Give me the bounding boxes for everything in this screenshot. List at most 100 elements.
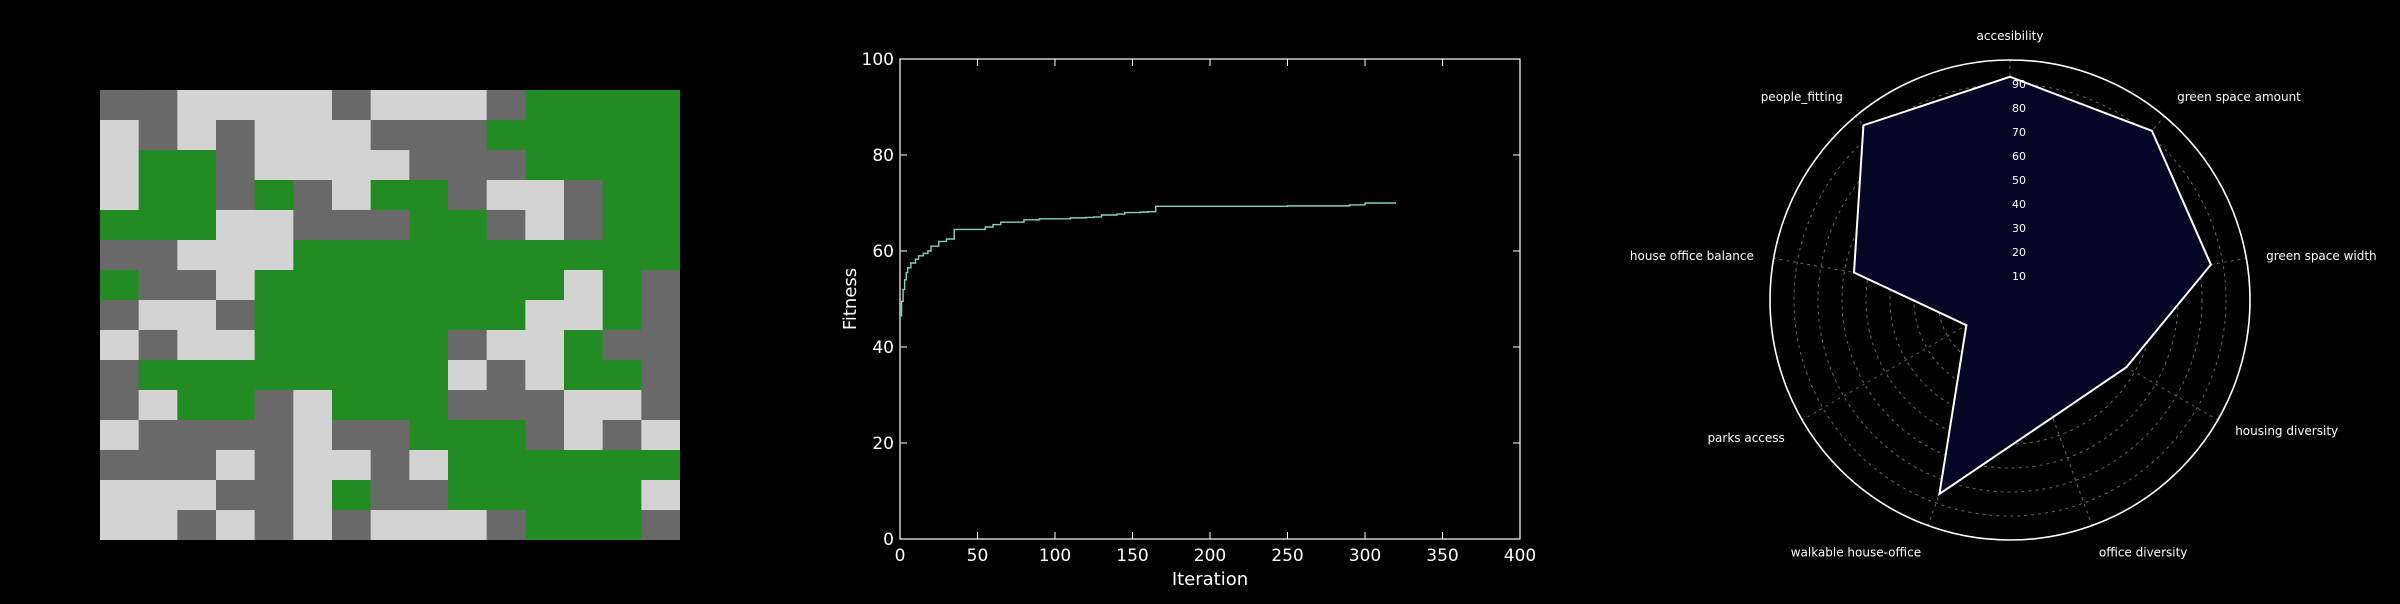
grid-cell [486, 210, 526, 241]
grid-cell [448, 240, 488, 271]
grid-cell [564, 510, 604, 541]
grid-cell [370, 330, 410, 361]
grid-cell [525, 270, 565, 301]
grid-cell [564, 390, 604, 421]
grid-cell [448, 330, 488, 361]
grid-cell [641, 90, 681, 121]
grid-cell [564, 210, 604, 241]
grid-cell [370, 510, 410, 541]
grid-cell [448, 480, 488, 511]
grid-cell [602, 360, 642, 391]
grid-cell [293, 90, 333, 121]
grid-cell [100, 300, 140, 331]
grid-cell [100, 210, 140, 241]
grid-cell [602, 420, 642, 451]
grid-cell [177, 90, 217, 121]
grid-cell [138, 180, 178, 211]
grid-cell [216, 360, 256, 391]
grid-cell [216, 510, 256, 541]
grid-cell [641, 480, 681, 511]
radial-tick-label: 30 [2012, 222, 2026, 235]
grid-cell [332, 120, 372, 151]
grid-cell [332, 300, 372, 331]
grid-cell [216, 390, 256, 421]
x-tick-label: 350 [1426, 546, 1458, 566]
radial-tick-label: 20 [2012, 246, 2026, 259]
grid-cell [409, 450, 449, 481]
grid-cell [448, 150, 488, 181]
radar-polygon [1852, 75, 2213, 497]
grid-cell [486, 120, 526, 151]
grid-cell [409, 90, 449, 121]
grid-cell [448, 450, 488, 481]
outer-circle [1769, 59, 2251, 541]
grid-cell [177, 330, 217, 361]
y-tick-label: 80 [872, 146, 894, 166]
grid-cell [370, 450, 410, 481]
grid-cell [138, 300, 178, 331]
grid-cell [602, 390, 642, 421]
grid-cell [370, 150, 410, 181]
grid-cell [409, 180, 449, 211]
grid-cell [100, 360, 140, 391]
grid-cell [486, 330, 526, 361]
grid-cell [641, 240, 681, 271]
grid-cell [564, 180, 604, 211]
grid-cell [641, 150, 681, 181]
grid-cell [216, 90, 256, 121]
grid-cell [177, 270, 217, 301]
grid-cell [370, 240, 410, 271]
grid-cell [486, 360, 526, 391]
grid-cell [332, 480, 372, 511]
radial-tick-label: 10 [2012, 270, 2026, 283]
grid-cell [293, 210, 333, 241]
grid-cell [293, 270, 333, 301]
grid-cell [486, 420, 526, 451]
grid-cell [486, 150, 526, 181]
grid-cell [138, 210, 178, 241]
grid-cell [641, 360, 681, 391]
fitness-line [900, 202, 1396, 317]
grid-cell [138, 330, 178, 361]
grid-cell [254, 240, 294, 271]
grid-cell [525, 120, 565, 151]
grid-cell [564, 120, 604, 151]
grid-cell [602, 510, 642, 541]
grid-cell [409, 150, 449, 181]
grid-cell [564, 360, 604, 391]
grid-cell [138, 120, 178, 151]
grid-cell [254, 120, 294, 151]
grid-cell [409, 480, 449, 511]
y-tick-label: 20 [872, 434, 894, 454]
grid-cell [100, 480, 140, 511]
radial-tick-label: 50 [2012, 174, 2026, 187]
grid-cell [525, 480, 565, 511]
grid-cell [332, 150, 372, 181]
grid-cell [254, 270, 294, 301]
grid-cell [564, 420, 604, 451]
grid-cell [602, 120, 642, 151]
grid-cell [254, 330, 294, 361]
grid-cell [100, 240, 140, 271]
x-tick-label: 250 [1271, 546, 1303, 566]
grid-cell [100, 180, 140, 211]
grid-cell [486, 510, 526, 541]
axis-label: green space width [2266, 249, 2377, 263]
grid-cell [602, 480, 642, 511]
grid-cell [602, 180, 642, 211]
grid-cell [641, 450, 681, 481]
grid-cell [332, 420, 372, 451]
y-tick-label: 40 [872, 338, 894, 358]
grid-cell [564, 300, 604, 331]
x-tick-label: 0 [895, 546, 906, 566]
grid-cell [641, 270, 681, 301]
grid-cell [525, 330, 565, 361]
grid-cell [602, 210, 642, 241]
grid-cell [486, 180, 526, 211]
grid-cell [525, 210, 565, 241]
grid-cell [293, 330, 333, 361]
grid-cell [254, 510, 294, 541]
grid-cell [564, 150, 604, 181]
grid-cell [100, 90, 140, 121]
grid-cell [254, 90, 294, 121]
